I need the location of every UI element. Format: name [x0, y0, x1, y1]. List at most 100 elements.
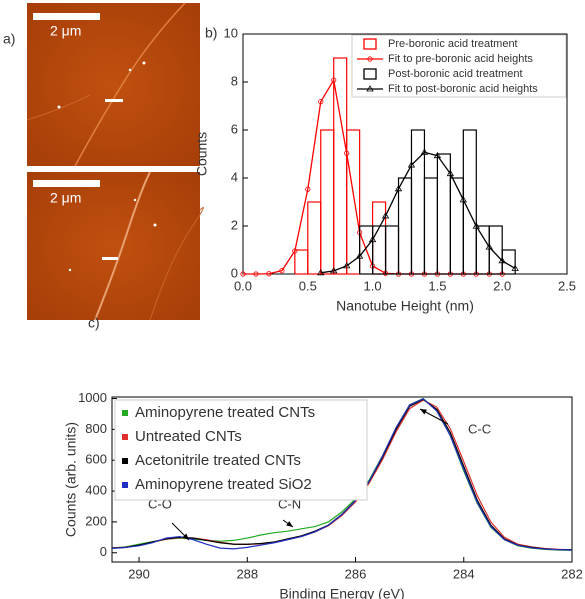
afm-background	[27, 172, 200, 320]
legend-swatch	[122, 458, 128, 464]
histogram-bar	[397, 177, 413, 275]
legend-label: Acetonitrile treated CNTs	[135, 452, 301, 469]
fit-marker	[485, 243, 493, 250]
fit-marker	[511, 264, 519, 271]
histogram-bar	[372, 201, 387, 275]
legend-label: Pre-boronic acid treatment	[388, 38, 518, 50]
histogram-bar	[307, 201, 322, 275]
fit-marker	[459, 196, 468, 203]
x-tick-label: 288	[236, 566, 258, 581]
fit-marker	[366, 85, 374, 92]
fit-marker	[279, 268, 285, 274]
legend-label: Aminopyrene treated SiO2	[135, 476, 312, 493]
x-axis-label: Nanotube Height (nm)	[336, 298, 474, 314]
legend-label: Post-boronic acid treatment	[388, 68, 523, 80]
arrow-head	[286, 521, 293, 527]
height-marker	[102, 257, 118, 260]
legend-swatch	[122, 482, 128, 488]
legend-label: Aminopyrene treated CNTs	[135, 404, 315, 421]
particle	[128, 68, 132, 72]
fit-marker	[498, 257, 506, 264]
histogram-bar	[475, 225, 490, 275]
scale-bar-label: 2 μm	[50, 190, 81, 206]
x-axis-label: Binding Energy (eV)	[279, 586, 404, 599]
legend-swatch	[363, 38, 377, 50]
fit-marker	[253, 271, 259, 277]
y-tick-label: 0	[100, 544, 107, 559]
fit-marker	[381, 212, 390, 219]
fit-marker	[446, 169, 455, 177]
nanotube	[94, 171, 151, 321]
y-tick-label: 800	[85, 421, 107, 436]
legend-swatch	[122, 410, 128, 416]
particle	[68, 268, 72, 272]
nanotube	[74, 2, 186, 167]
panel-label: a)	[3, 31, 15, 47]
x-tick-label: 290	[128, 566, 150, 581]
nanotube	[149, 207, 204, 321]
y-tick-label: 600	[85, 452, 107, 467]
histogram-bar	[449, 177, 464, 275]
arrow-head	[182, 533, 189, 540]
legend-label: Untreated CNTs	[135, 428, 242, 445]
x-tick-label: 282	[561, 566, 583, 581]
legend-box	[114, 399, 368, 501]
plot-frame	[111, 396, 573, 563]
x-tick-label: 284	[453, 566, 475, 581]
spectrum-line	[111, 398, 573, 551]
x-tick-label: 2.0	[493, 278, 511, 293]
fit-marker	[331, 77, 337, 83]
afm-image: 2 μm	[26, 2, 200, 167]
particle	[133, 198, 137, 202]
fit-marker	[266, 271, 272, 277]
y-tick-label: 0	[231, 265, 238, 280]
fit-marker	[433, 151, 442, 159]
fit-marker	[318, 99, 324, 105]
fit-marker	[407, 161, 416, 168]
panel-label: c)	[88, 315, 100, 331]
fit-marker	[330, 267, 338, 274]
fit-marker	[342, 262, 351, 269]
arrow-head	[420, 409, 427, 415]
y-tick-label: 6	[231, 121, 238, 136]
x-tick-label: 286	[345, 566, 367, 581]
panel-label: b)	[205, 25, 217, 41]
scale-bar	[33, 13, 100, 20]
histogram-bar	[320, 129, 335, 275]
nanotube	[26, 94, 91, 121]
legend-label: Fit to pre-boronic acid heights	[388, 53, 533, 65]
legend-box	[351, 34, 567, 98]
histogram-bar	[294, 249, 309, 275]
fit-line	[320, 151, 516, 274]
scale-bar-label: 2 μm	[50, 23, 81, 39]
fit-marker	[420, 148, 429, 155]
y-tick-label: 1000	[78, 390, 107, 405]
scale-bar	[33, 180, 100, 187]
fit-marker	[305, 186, 311, 192]
fit-marker	[317, 269, 325, 276]
fit-marker	[344, 150, 350, 156]
fit-marker	[240, 271, 246, 277]
histogram-bar	[384, 225, 400, 275]
y-tick-label: 200	[85, 513, 107, 528]
x-tick-label: 0.0	[234, 278, 252, 293]
legend-swatch	[122, 434, 128, 440]
y-tick-label: 400	[85, 483, 107, 498]
annotation: C-C	[468, 421, 491, 436]
afm-image: 2 μm	[27, 171, 204, 321]
histogram-bar	[501, 249, 516, 275]
y-tick-label: 4	[231, 169, 238, 184]
fit-marker	[368, 235, 377, 243]
fit-marker	[292, 248, 298, 254]
y-tick-label: 8	[231, 73, 238, 88]
particle	[153, 223, 157, 227]
y-tick-label: 2	[231, 217, 238, 232]
y-tick-label: 10	[224, 25, 238, 40]
fit-marker	[472, 222, 480, 229]
particle	[142, 61, 146, 65]
histogram-bar	[423, 177, 439, 275]
histogram-bar	[410, 129, 426, 275]
legend-label: Fit to post-boronic acid heights	[388, 83, 538, 95]
